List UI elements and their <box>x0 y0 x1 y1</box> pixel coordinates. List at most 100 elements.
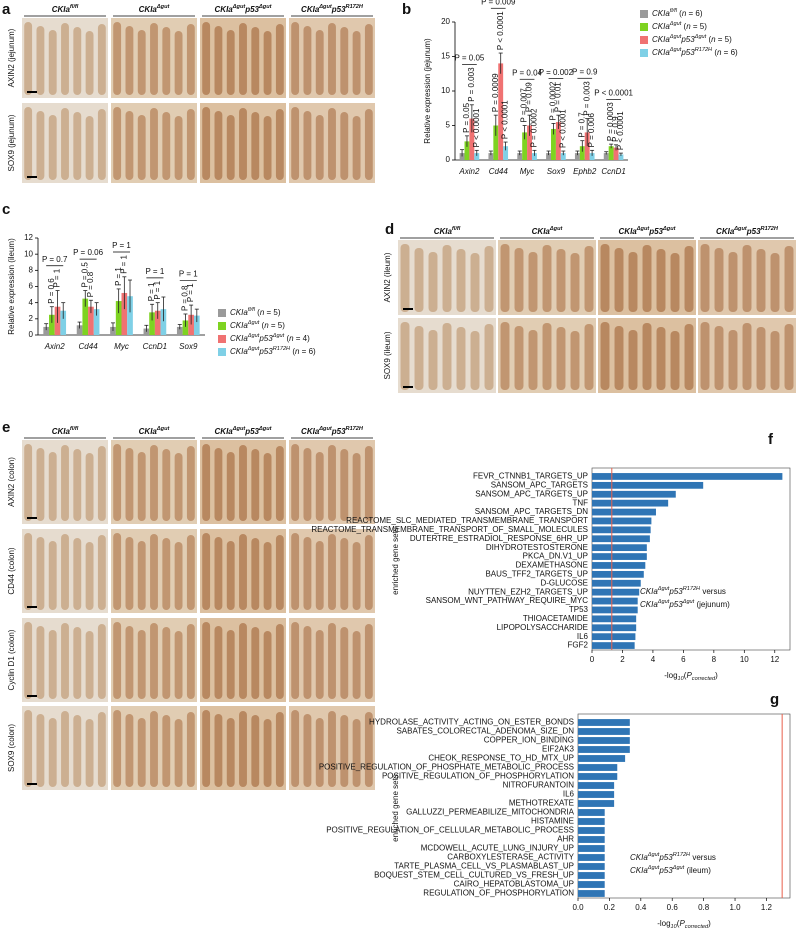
tissue <box>442 323 452 390</box>
tissue <box>340 627 349 699</box>
category-label: LIPOPOLYSACCHARIDE <box>497 623 588 632</box>
bar <box>88 306 94 335</box>
p-value: P = 1 <box>119 254 128 273</box>
tissue <box>150 23 158 95</box>
bar <box>578 809 605 816</box>
text-part: Δgut <box>662 226 677 232</box>
bar <box>546 153 552 160</box>
tissue <box>73 627 82 699</box>
bar <box>592 633 636 641</box>
text-part: CKIa <box>716 227 735 236</box>
bar <box>578 854 605 861</box>
category-label: SANSOM_APC_TARGETS_DN <box>475 507 588 516</box>
x-tick-label: Myc <box>114 342 129 351</box>
text-part: Δgut <box>247 320 260 326</box>
tissue <box>226 30 235 95</box>
tissue <box>263 719 272 787</box>
tissue <box>226 718 235 787</box>
annotation: CKIaΔgutp53R172H versus <box>640 586 726 596</box>
category-label: POSITIVE_REGULATION_OF_CELLULAR_METABOLI… <box>326 826 574 835</box>
legend-swatch <box>640 10 648 18</box>
text-part: CKIa <box>652 22 670 31</box>
text-part: fl/fl <box>70 426 79 432</box>
p-value: P < 0.0001 <box>558 109 567 148</box>
text-part: fl/fl <box>248 307 256 313</box>
text-part: R172H <box>346 426 364 432</box>
text-part: 10 <box>671 924 678 930</box>
category-label: REACTOME_TRANSMEMBRANE_TRANSPORT_OF_SMAL… <box>311 525 588 534</box>
tissue <box>97 535 106 610</box>
bar <box>522 132 528 160</box>
column-header: CKIaΔgutp53Δgut <box>619 226 677 236</box>
tissue <box>328 108 336 180</box>
tissue <box>48 630 57 699</box>
text-part: Δgut <box>258 426 273 432</box>
bar <box>592 606 638 614</box>
text-part: Δgut <box>647 852 660 858</box>
tissue <box>150 623 158 699</box>
category-label: DEXAMETHASONE <box>516 561 588 570</box>
bar <box>474 153 480 160</box>
tissue <box>36 111 45 180</box>
text-part: CKIa <box>640 587 658 596</box>
category-label: EIF2AK3 <box>542 745 575 754</box>
legend-entry: CKIaΔgut (n = 5) <box>652 21 707 31</box>
tissue <box>61 711 69 787</box>
p-value: P = 0.009 <box>481 0 516 6</box>
category-label: PKCA_DN.V1_UP <box>523 552 588 561</box>
x-tick-label: Myc <box>520 167 535 176</box>
column-header: CKIaΔgutp53Δgut <box>215 4 273 14</box>
annotation: CKIaΔgutp53R172H versus <box>630 852 716 862</box>
bar <box>574 153 580 160</box>
text-part: CKIa <box>434 227 453 236</box>
tissue <box>150 108 158 180</box>
text-part: = 5) <box>691 22 708 31</box>
y-tick-label: 2 <box>29 314 34 323</box>
tissue <box>36 626 45 699</box>
bar <box>578 836 605 843</box>
p-value: P = 0.05 <box>454 54 484 63</box>
legend-swatch <box>218 309 226 317</box>
tissue <box>186 624 195 699</box>
tissue <box>442 245 452 312</box>
p-value: P = 0.7 <box>42 255 68 264</box>
bar <box>592 579 641 587</box>
text-part: Δgut <box>669 34 682 40</box>
tissue <box>113 22 122 95</box>
tissue <box>97 24 106 95</box>
text-part: p53 <box>258 334 273 343</box>
text-part: Δgut <box>156 426 171 432</box>
p-value: P = 0.007 <box>520 88 529 123</box>
tissue <box>352 542 361 610</box>
p-value: P = 0.006 <box>587 112 596 147</box>
tissue <box>73 112 82 180</box>
panel-label: e <box>2 419 10 436</box>
text-part: corrected <box>692 676 716 682</box>
category-label: MCDOWELL_ACUTE_LUNG_INJURY_UP <box>421 844 574 853</box>
row-label: SOX9 (jejunum) <box>7 114 16 171</box>
x-tick-label: Axin2 <box>44 342 66 351</box>
legend-swatch <box>640 23 648 31</box>
tissue <box>584 246 594 312</box>
text-part: CKIa <box>619 227 638 236</box>
x-tick-label: 0.0 <box>572 903 584 912</box>
column-header: CKIafl/fl <box>52 426 79 436</box>
p-value: P = 0.003 <box>467 67 476 102</box>
legend-swatch <box>640 49 648 57</box>
tissue <box>291 107 300 180</box>
bar <box>618 154 624 160</box>
text-part: CKIa <box>230 347 248 356</box>
tissue <box>202 533 211 610</box>
tissue <box>514 326 524 390</box>
bar <box>592 481 704 489</box>
tissue <box>125 26 134 95</box>
tissue <box>214 714 223 787</box>
tissue <box>85 31 94 95</box>
p-value: P = 0.0009 <box>491 73 500 112</box>
bar <box>115 301 122 335</box>
bar <box>76 325 83 335</box>
bar <box>592 642 635 649</box>
tissue <box>700 322 710 390</box>
text-part: p53 <box>658 853 673 862</box>
